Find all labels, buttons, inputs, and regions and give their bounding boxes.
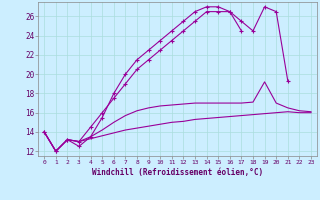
X-axis label: Windchill (Refroidissement éolien,°C): Windchill (Refroidissement éolien,°C)	[92, 168, 263, 177]
